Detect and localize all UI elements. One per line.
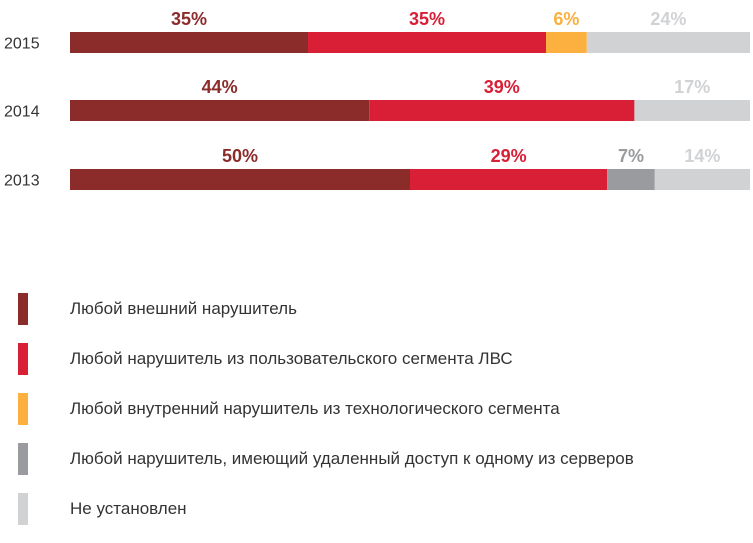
bar-segment-2013-4	[654, 169, 750, 190]
legend-label: Любой внешний нарушитель	[70, 299, 297, 318]
category-label-2014: 2014	[4, 104, 40, 121]
legend-item-user-segment: Любой нарушитель из пользовательского се…	[18, 343, 753, 393]
bar-segment-2014-1	[369, 100, 635, 121]
bar-segment-2013-0	[70, 169, 410, 190]
category-label-2015: 2015	[4, 36, 40, 53]
data-label-2014-0: 44%	[202, 77, 238, 97]
legend-swatch	[18, 443, 28, 475]
bar-segment-2015-2	[546, 32, 587, 53]
data-label-2014-1: 39%	[484, 77, 520, 97]
data-label-2013-0: 50%	[222, 146, 258, 166]
legend-swatch	[18, 293, 28, 325]
legend: Любой внешний нарушитель Любой нарушител…	[18, 293, 753, 543]
data-label-2013-4: 14%	[684, 146, 720, 166]
bar-segment-2013-1	[410, 169, 608, 190]
legend-item-external: Любой внешний нарушитель	[18, 293, 753, 343]
data-label-2015-1: 35%	[409, 9, 445, 29]
legend-swatch	[18, 393, 28, 425]
data-label-2015-4: 24%	[650, 9, 686, 29]
bar-segment-2015-0	[70, 32, 308, 53]
bar-segment-2015-1	[308, 32, 546, 53]
legend-item-tech-segment: Любой внутренний нарушитель из технологи…	[18, 393, 753, 443]
legend-label: Любой нарушитель из пользовательского се…	[70, 349, 513, 368]
legend-label: Любой внутренний нарушитель из технологи…	[70, 399, 560, 418]
data-label-2014-4: 17%	[674, 77, 710, 97]
legend-label: Любой нарушитель, имеющий удаленный дост…	[70, 449, 634, 468]
bar-segment-2013-3	[607, 169, 655, 190]
legend-label: Не установлен	[70, 499, 187, 518]
bar-segment-2014-0	[70, 100, 370, 121]
legend-item-remote-access: Любой нарушитель, имеющий удаленный дост…	[18, 443, 753, 493]
data-label-2015-0: 35%	[171, 9, 207, 29]
legend-swatch	[18, 343, 28, 375]
legend-swatch	[18, 493, 28, 525]
data-label-2013-3: 7%	[618, 146, 644, 166]
data-label-2015-2: 6%	[553, 9, 579, 29]
bar-segment-2014-4	[634, 100, 750, 121]
data-label-2013-1: 29%	[491, 146, 527, 166]
legend-item-unknown: Не установлен	[18, 493, 753, 543]
category-label-2013: 2013	[4, 173, 40, 190]
bar-segment-2015-4	[586, 32, 750, 53]
stacked-bar-chart: 2015 35% 35% 6% 24% 2014 44% 39% 17% 2013 50% 29% 7%…	[4, 9, 750, 190]
